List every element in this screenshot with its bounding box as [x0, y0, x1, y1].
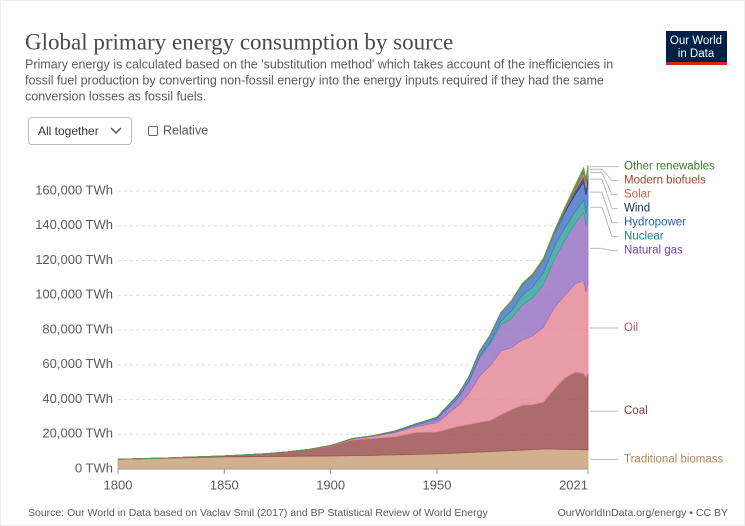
y-tick-label: 140,000 TWh: [35, 217, 113, 232]
footer-link[interactable]: OurWorldInData.org/energy • CC BY: [558, 507, 728, 519]
checkbox: [148, 126, 158, 136]
subtitle: Primary energy is calculated based on th…: [25, 57, 613, 71]
legend-label: Nuclear: [624, 231, 664, 243]
y-tick-label: 160,000 TWh: [35, 182, 113, 197]
x-tick-label: 1850: [210, 477, 239, 492]
logo[interactable]: Our World in Data: [666, 31, 727, 65]
leader-line: [590, 191, 618, 224]
checkbox-label: Relative: [163, 123, 208, 137]
legend-label: Traditional biomass: [624, 453, 724, 465]
logo-box: [666, 31, 727, 65]
leader-line: [590, 247, 618, 252]
x-tick-label: 2021: [559, 477, 588, 492]
x-tick-label: 1900: [316, 477, 345, 492]
x-tick-label: 1800: [104, 477, 133, 492]
leader-line: [590, 172, 618, 196]
dropdown-box: [28, 117, 132, 145]
legend-label: Hydropower: [624, 217, 686, 229]
subtitle: fossil fuel production by converting non…: [25, 73, 604, 87]
legend-label: Natural gas: [624, 245, 683, 257]
leader-line: [590, 168, 618, 182]
source: Source: Our World in Data based on Vacla…: [28, 507, 488, 519]
plot: 0 TWh 20,000 TWh 40,000 TWh 60,000 TWh 80,00…: [35, 161, 723, 493]
dropdown-arrow: [110, 127, 122, 135]
logo-stripe: [666, 62, 727, 65]
dropdown-label: All together: [38, 124, 99, 138]
x-tick-label: 1950: [423, 477, 452, 492]
y-tick-label: 0 TWh: [75, 460, 113, 475]
legend-label: Solar: [624, 189, 651, 201]
logo-text: in Data: [678, 48, 715, 60]
area: [117, 164, 589, 460]
leader-line: [590, 206, 618, 238]
y-tick-label: 100,000 TWh: [35, 287, 113, 302]
legend-label: Oil: [624, 322, 638, 334]
dropdown[interactable]: All together: [28, 117, 132, 145]
y-tick-label: 40,000 TWh: [42, 391, 113, 406]
legend-label: Other renewables: [624, 161, 715, 173]
legend-label: Coal: [624, 405, 648, 417]
logo-text: Our World: [670, 35, 722, 47]
y-tick-label: 120,000 TWh: [35, 252, 113, 267]
y-tick-label: 80,000 TWh: [42, 321, 113, 336]
leader-line: [590, 178, 618, 210]
y-tick-label: 60,000 TWh: [42, 356, 113, 371]
legend-label: Modern biofuels: [624, 175, 706, 187]
legend-label: Wind: [624, 203, 650, 215]
y-tick-label: 20,000 TWh: [42, 426, 113, 441]
chart-title: Global primary energy consumption by sou…: [25, 29, 453, 54]
subtitle: conversion losses as fossil fuels.: [25, 89, 206, 103]
relative-toggle[interactable]: Relative: [148, 123, 209, 137]
